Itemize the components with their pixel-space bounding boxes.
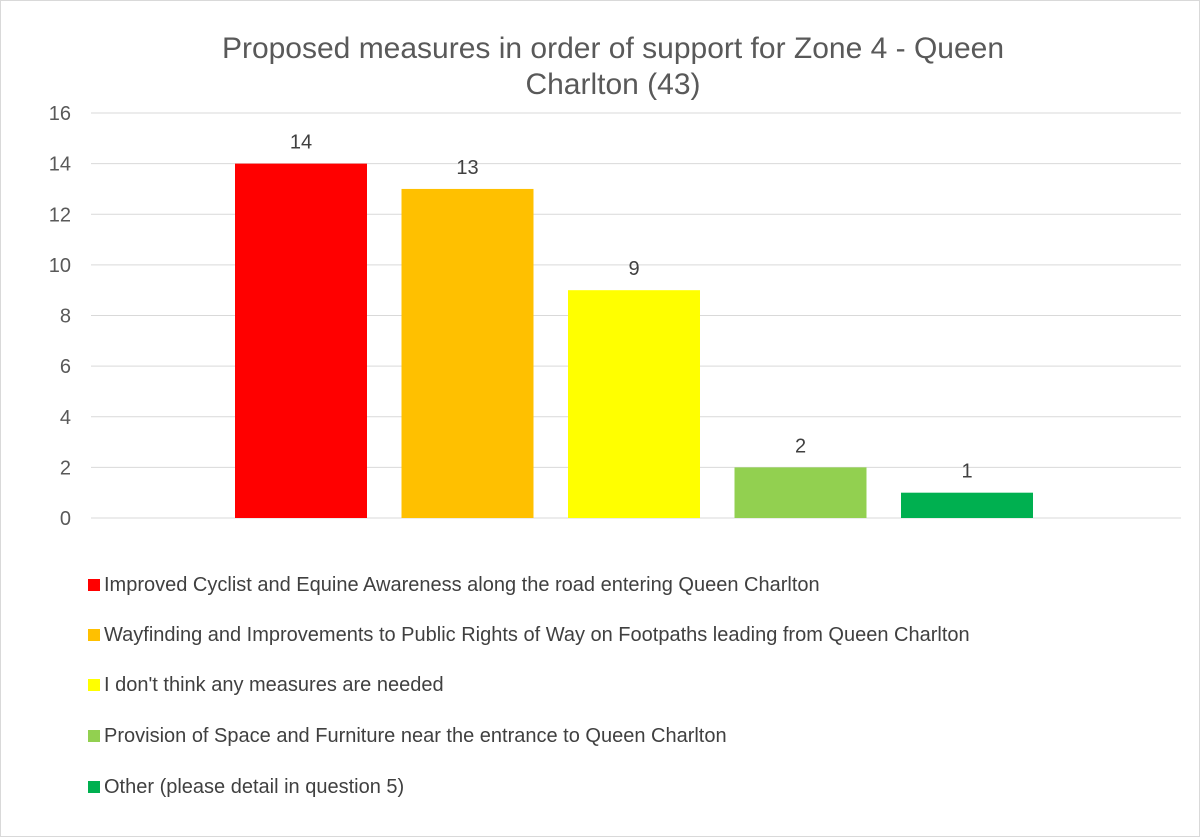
bar — [235, 163, 367, 518]
y-tick-label: 4 — [60, 407, 71, 429]
legend-item: Wayfinding and Improvements to Public Ri… — [88, 620, 970, 650]
y-tick-label: 16 — [49, 103, 71, 125]
legend-swatch — [88, 629, 100, 641]
chart-title-line-2: Charlton (43) — [525, 68, 701, 101]
y-tick-label: 8 — [60, 306, 71, 328]
legend-item: Other (please detail in question 5) — [88, 772, 404, 802]
legend-swatch — [88, 730, 100, 742]
data-label: 9 — [628, 258, 639, 280]
bar — [568, 290, 700, 518]
y-tick-label: 6 — [60, 356, 71, 378]
plot-area: 0 2 4 6 8 10 12 14 16 14 13 9 2 1 — [49, 103, 1181, 530]
legend-swatch — [88, 781, 100, 793]
data-label: 2 — [795, 435, 806, 457]
data-label: 1 — [961, 461, 972, 483]
bar — [734, 467, 867, 518]
legend-label: I don't think any measures are needed — [104, 673, 444, 696]
legend-item: I don't think any measures are needed — [88, 670, 444, 700]
legend-label: Provision of Space and Furniture near th… — [104, 724, 727, 747]
legend-label: Improved Cyclist and Equine Awareness al… — [104, 573, 820, 596]
chart-title-line-1: Proposed measures in order of support fo… — [221, 32, 1005, 65]
chart-title: Proposed measures in order of support fo… — [1, 31, 1200, 103]
y-tick-label: 0 — [60, 508, 71, 530]
data-label: 14 — [290, 132, 312, 154]
legend-item: Improved Cyclist and Equine Awareness al… — [88, 570, 820, 600]
legend-label: Wayfinding and Improvements to Public Ri… — [104, 623, 970, 646]
bar — [401, 188, 534, 518]
legend-label: Other (please detail in question 5) — [104, 775, 405, 798]
y-tick-label: 10 — [49, 255, 71, 277]
data-label: 13 — [456, 157, 478, 179]
legend-swatch — [88, 679, 100, 691]
legend-item: Provision of Space and Furniture near th… — [88, 721, 727, 751]
legend-swatch — [88, 579, 100, 591]
y-tick-label: 12 — [49, 204, 71, 226]
y-tick-label: 14 — [49, 154, 71, 176]
bar — [901, 492, 1033, 518]
y-tick-label: 2 — [60, 457, 71, 479]
